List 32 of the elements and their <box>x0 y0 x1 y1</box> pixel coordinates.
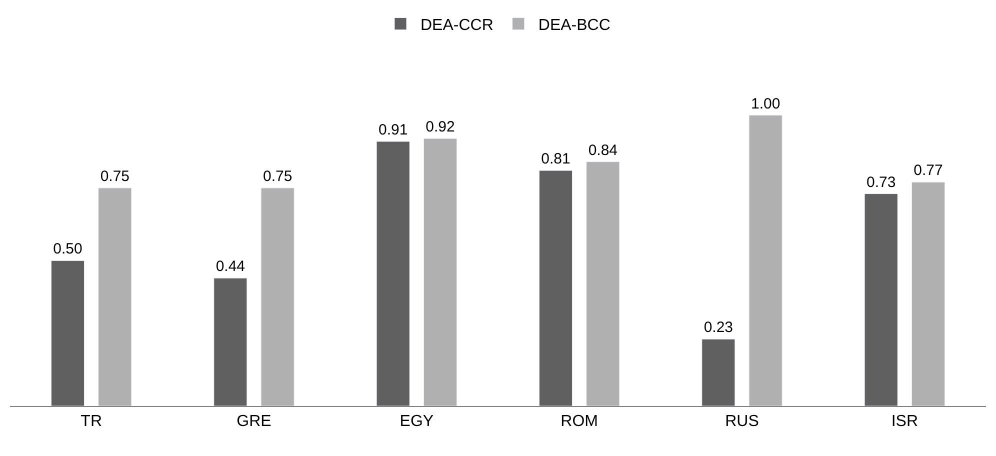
data-label: 0.84 <box>588 142 618 159</box>
bar <box>748 115 782 406</box>
x-tick-label: RUS <box>725 413 759 430</box>
data-label: 0.23 <box>704 319 734 336</box>
data-label: 0.92 <box>426 118 455 136</box>
x-tick-label: ROM <box>560 413 598 430</box>
bar <box>423 138 458 406</box>
data-label: 0.44 <box>216 258 246 276</box>
data-label: 0.77 <box>914 162 943 180</box>
bar <box>50 260 85 406</box>
bar <box>864 194 898 406</box>
bar <box>586 162 620 406</box>
bar <box>214 278 248 406</box>
bar <box>376 141 410 406</box>
legend-label: DEA-CCR <box>420 16 494 34</box>
bar <box>538 170 573 406</box>
bar <box>260 188 294 406</box>
data-label: 0.50 <box>53 240 82 258</box>
bar <box>911 182 946 406</box>
data-label: 1.00 <box>750 95 780 112</box>
bar <box>98 188 132 406</box>
x-tick-label: GRE <box>236 413 272 430</box>
data-label: 0.91 <box>378 121 408 138</box>
x-tick-label: ISR <box>891 413 918 430</box>
data-label: 0.81 <box>541 150 570 168</box>
x-tick-label: TR <box>80 413 102 430</box>
bar <box>702 338 736 406</box>
data-label: 0.75 <box>100 168 130 185</box>
legend-label: DEA-BCC <box>538 16 610 34</box>
data-label: 0.73 <box>866 174 896 191</box>
data-label: 0.75 <box>262 168 292 185</box>
x-tick-label: EGY <box>400 413 434 430</box>
